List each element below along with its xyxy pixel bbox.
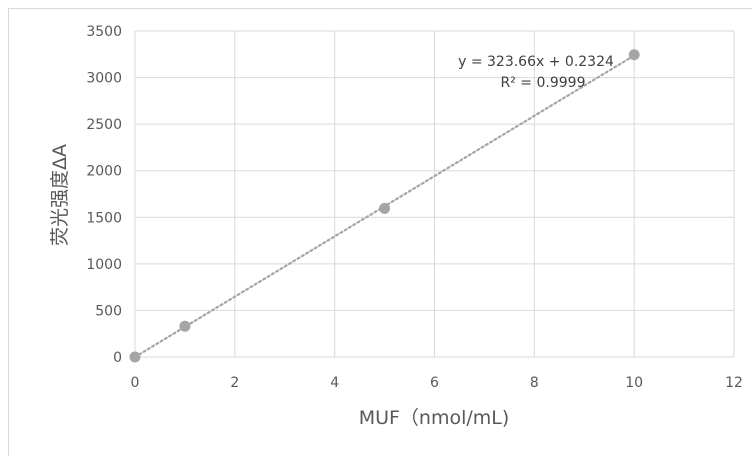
- y-tick-labels: 0 500 1000 1500 2000 2500 3000 3500: [86, 24, 122, 366]
- data-point: [129, 351, 141, 363]
- x-tick-label: 2: [230, 375, 239, 391]
- chart-frame: [8, 8, 752, 456]
- y-tick-label: 0: [113, 350, 122, 366]
- y-tick-label: 1000: [86, 257, 122, 273]
- data-point: [379, 202, 391, 214]
- data-points: [129, 49, 640, 363]
- data-point: [179, 320, 191, 332]
- data-point: [628, 49, 640, 61]
- y-tick-label: 3000: [86, 71, 122, 87]
- y-tick-label: 500: [95, 303, 122, 319]
- x-tick-label: 8: [530, 375, 539, 391]
- trendline-r-squared: R² = 0.9999: [501, 75, 586, 91]
- y-tick-label: 3500: [86, 24, 122, 40]
- x-tick-label: 6: [430, 375, 439, 391]
- y-tick-label: 2500: [86, 117, 122, 133]
- gridlines: [134, 30, 735, 358]
- x-tick-label: 4: [330, 375, 339, 391]
- trendline-equation: y = 323.66x + 0.2324: [458, 54, 614, 70]
- x-axis-title: MUF（nmol/mL): [359, 407, 510, 429]
- x-tick-label: 12: [725, 375, 743, 391]
- x-tick-label: 10: [625, 375, 643, 391]
- y-tick-label: 1500: [86, 210, 122, 226]
- y-tick-label: 2000: [86, 164, 122, 180]
- y-axis-title: 荧光强度ΔA: [49, 144, 71, 246]
- x-tick-labels: 0 2 4 6 8 10 12: [131, 375, 743, 391]
- x-tick-label: 0: [131, 375, 140, 391]
